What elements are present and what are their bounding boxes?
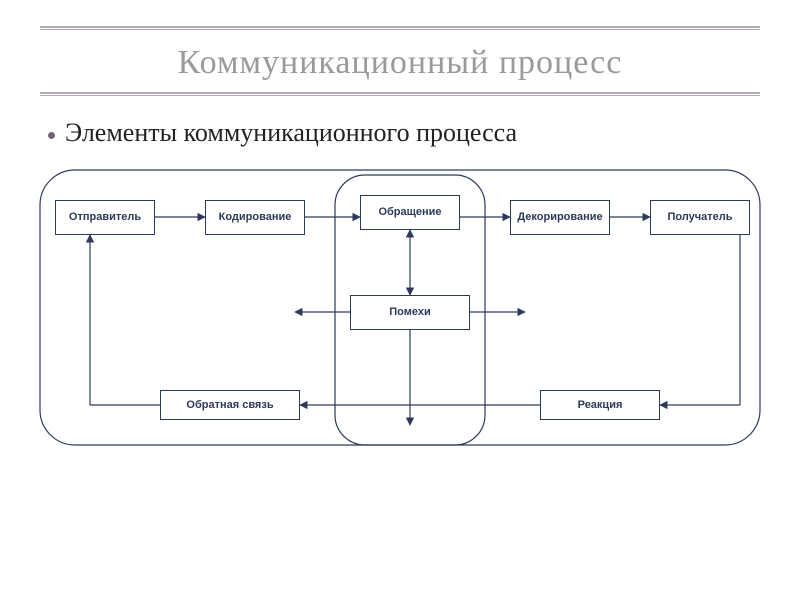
bullet-text: Элементы коммуникационного процесса [65,118,517,148]
node-message: Обращение [360,195,460,230]
bullet-row: Элементы коммуникационного процесса [48,118,517,148]
node-decoding: Декорирование [510,200,610,235]
flowchart: Отправитель Кодирование Обращение Декориров… [40,170,760,450]
node-feedback: Обратная связь [160,390,300,420]
node-sender: Отправитель [55,200,155,235]
node-reaction: Реакция [540,390,660,420]
slide: Коммуникационный процесс Элементы коммун… [0,0,800,600]
bullet-icon [48,132,55,139]
node-noise: Помехи [350,295,470,330]
node-encoding: Кодирование [205,200,305,235]
header-rule [40,26,760,30]
slide-title: Коммуникационный процесс [0,44,800,82]
title-underline [40,92,760,96]
node-receiver: Получатель [650,200,750,235]
